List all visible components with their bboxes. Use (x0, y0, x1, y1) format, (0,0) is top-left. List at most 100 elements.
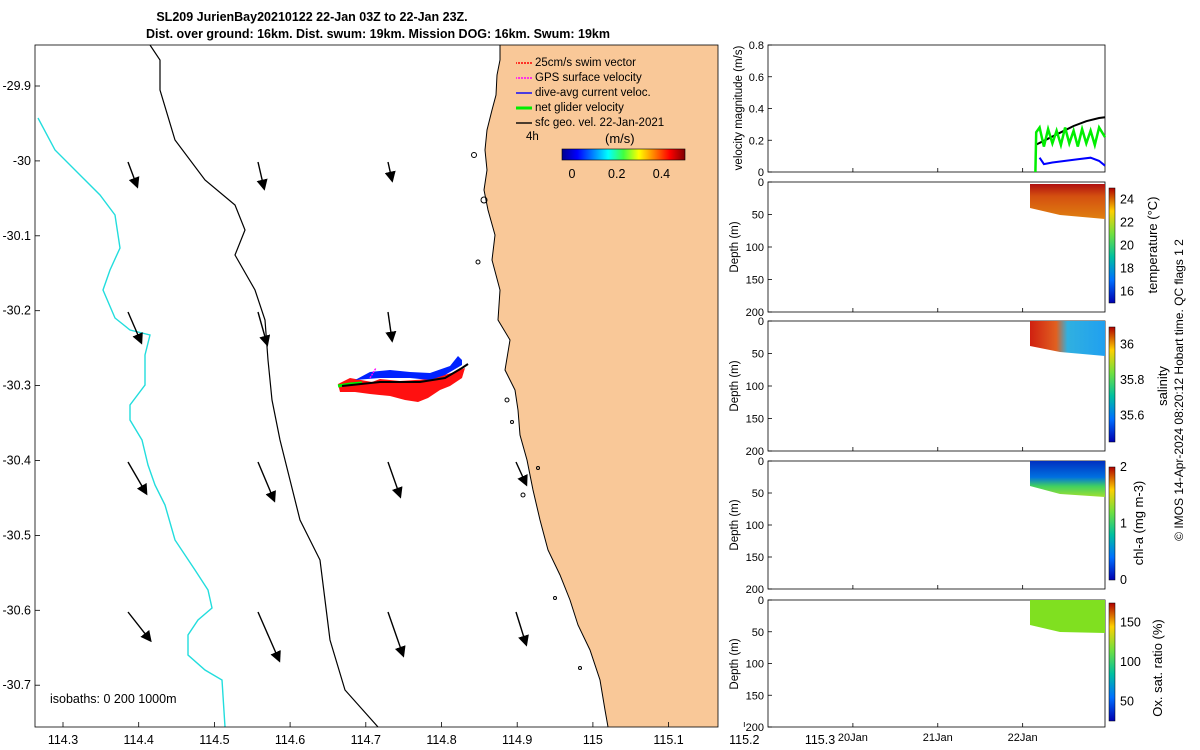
colorbar-tick-label: 0 (569, 167, 576, 181)
colorbar-tick-label: 1 (1120, 517, 1127, 531)
velocity-y-tick-label: 0.8 (749, 40, 764, 52)
velocity-y-tick-label: 0.4 (749, 104, 764, 116)
colorbar-tick-label: 150 (1120, 616, 1141, 630)
side-credit: © IMOS 14-Apr-2024 08:20:12 Hobart time.… (1172, 239, 1186, 541)
salinity-colorbar-ticks: 35.6 35.8 36 (1120, 338, 1144, 423)
vector-scale-label: 4h (526, 131, 539, 143)
temperature-ylabel: Depth (m) (729, 221, 741, 272)
colorbar-unit: (m/s) (605, 131, 635, 146)
depth-tick-label: 100 (746, 242, 764, 254)
isobath-label: isobaths: 0 200 1000m (50, 692, 176, 706)
salinity-ylabel: Depth (m) (729, 360, 741, 411)
oxygen-colorbar-ticks: 50 100 150 (1120, 616, 1141, 709)
depth-tick-label: 0 (758, 177, 764, 189)
temperature-colorbar (1108, 187, 1116, 304)
depth-tick-label: 50 (752, 627, 764, 639)
colorbar-tick-label: 24 (1120, 193, 1134, 207)
oxygen-clabel: Ox. sat. ratio (%) (1150, 619, 1165, 717)
lat-tick-label: -30.7 (3, 678, 32, 692)
salinity-y-ticks: 0 50 100 150 200 (746, 316, 772, 458)
velocity-series-line (1034, 116, 1106, 146)
sfc-geo-velocity-black (341, 363, 469, 387)
depth-tick-label: 100 (746, 520, 764, 532)
salinity-data (1030, 321, 1105, 356)
salinity-clabel: salinity (1155, 366, 1170, 406)
chla-ylabel: Depth (m) (729, 499, 741, 550)
depth-tick-label: 50 (752, 349, 764, 361)
salinity-colorbar (1108, 326, 1116, 443)
map-lon-ticks: 114.3 114.4 114.5 114.6 114.7 114.8 114.9 115 11… (48, 722, 835, 747)
chla-y-ticks: 0 50 100 150 200 (746, 456, 772, 596)
velocity-y-tick-label: 0.2 (749, 135, 764, 147)
depth-tick-label: 0 (758, 595, 764, 607)
temperature-data (1030, 184, 1105, 219)
temperature-panel: 0 50 100 150 200 Depth (m) 16 18 20 22 24 temper… (729, 177, 1160, 319)
isobath-1000m (37, 117, 226, 727)
depth-tick-label: 150 (746, 275, 764, 287)
temperature-y-ticks: 0 50 100 150 200 (746, 177, 772, 319)
chla-clabel: chl-a (mg m-3) (1131, 481, 1146, 566)
title-line1: SL209 JurienBay20210122 22-Jan 03Z to 22… (156, 10, 467, 24)
legend-item-gps-velocity: GPS surface velocity (516, 72, 642, 84)
lon-tick-label: 114.8 (426, 733, 456, 747)
legend-label-dive-avg: dive-avg current veloc. (535, 87, 651, 99)
oxygen-panel: 0 50 100 150 200 Depth (m) 50 100 150 Ox. sat.… (729, 595, 1165, 734)
velocity-y-ticks: 0 0.2 0.4 0.6 0.8 (749, 40, 772, 179)
salinity-panel: 0 50 100 150 200 Depth (m) 35.6 35.8 36 salini… (729, 316, 1170, 458)
depth-tick-label: 100 (746, 659, 764, 671)
velocity-colorbar (561, 148, 686, 161)
depth-tick-label: 200 (746, 722, 764, 734)
legend-item-sfc-geo: sfc geo. vel. 22-Jan-2021 (516, 117, 664, 129)
lat-tick-label: -30.3 (3, 379, 32, 393)
velocity-y-tick-label: 0 (758, 167, 764, 179)
current-vectors (127, 161, 529, 663)
oxygen-y-ticks: 0 50 100 150 200 (746, 595, 772, 734)
lon-tick-label: 114.3 (48, 733, 78, 747)
temperature-clabel: temperature (°C) (1145, 197, 1160, 294)
colorbar-tick-label: 2 (1120, 460, 1127, 474)
depth-tick-label: 50 (752, 210, 764, 222)
depth-tick-label: 200 (746, 446, 764, 458)
lat-tick-label: -30.4 (3, 454, 32, 468)
legend-item-dive-avg: dive-avg current veloc. (516, 87, 651, 99)
glider-track (337, 356, 469, 402)
swim-vectors-red (338, 368, 465, 402)
colorbar-tick-label: 16 (1120, 285, 1134, 299)
velocity-panel: 0 0.2 0.4 0.6 0.8 velocity magnitude (m/s) (733, 40, 1107, 179)
colorbar-tick-label: 0 (1120, 573, 1127, 587)
depth-tick-label: 150 (746, 690, 764, 702)
colorbar-tick-label: 0.4 (653, 167, 670, 181)
velocity-ylabel: velocity magnitude (m/s) (733, 46, 745, 171)
chla-colorbar-ticks: 0 1 2 (1120, 460, 1127, 587)
colorbar-tick-label: 0.2 (608, 167, 625, 181)
date-tick-label: 21Jan (923, 732, 953, 744)
chla-colorbar (1108, 466, 1116, 581)
chla-data (1030, 461, 1105, 497)
dive-avg-current-blue (355, 356, 462, 380)
lon-tick-label: 115.2 (729, 733, 759, 747)
temperature-colorbar-ticks: 16 18 20 22 24 (1120, 193, 1134, 299)
colorbar-tick-label: 35.6 (1120, 408, 1144, 422)
lon-tick-label: 115.3 (805, 733, 835, 747)
lon-tick-label: 114.5 (199, 733, 229, 747)
depth-tick-label: 150 (746, 414, 764, 426)
lon-tick-label: 115 (583, 733, 603, 747)
depth-tick-label: 150 (746, 552, 764, 564)
chla-panel: 0 50 100 150 200 Depth (m) 0 1 2 chl-a (mg m-3… (729, 456, 1146, 596)
legend-item-swim-vector: 25cm/s swim vector (516, 57, 636, 69)
colorbar-tick-label: 100 (1120, 655, 1141, 669)
lon-tick-label: 114.9 (502, 733, 532, 747)
legend-label-net-glider: net glider velocity (535, 102, 624, 114)
coastline (483, 45, 609, 727)
velocity-series (1034, 116, 1107, 173)
lon-tick-label: 114.4 (124, 733, 154, 747)
colorbar-tick-label: 20 (1120, 239, 1134, 253)
colorbar-tick-label: 50 (1120, 694, 1134, 708)
oxygen-data (1030, 600, 1105, 633)
legend-label-gps-velocity: GPS surface velocity (535, 72, 642, 84)
map-legend: 25cm/s swim vector GPS surface velocity … (516, 57, 686, 181)
depth-tick-label: 200 (746, 584, 764, 596)
depth-tick-label: 200 (746, 307, 764, 319)
lat-tick-label: -30.5 (3, 528, 32, 542)
